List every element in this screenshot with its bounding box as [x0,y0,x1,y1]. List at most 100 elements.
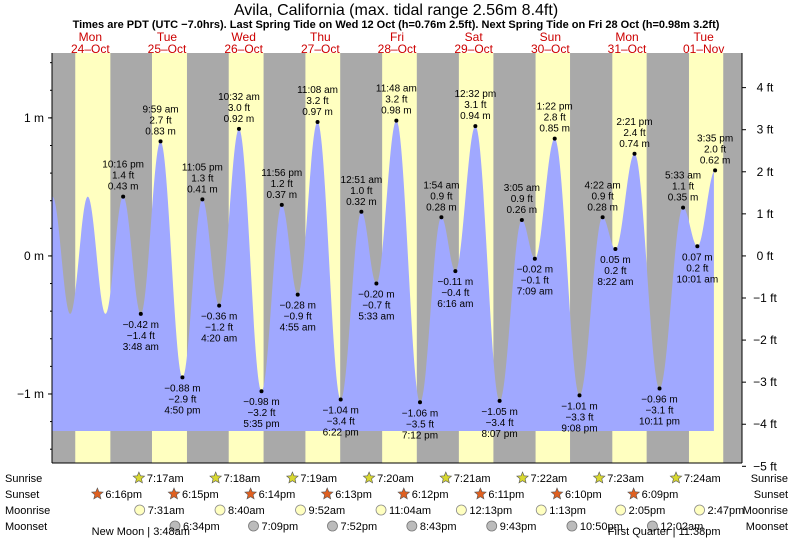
tide-time-label: 11:08 am [297,85,338,96]
sunset-time: 6:15pm [182,489,219,501]
moonset-icon [486,520,498,532]
moonset-icon [169,520,181,532]
tide-point [121,194,126,199]
tide-point [681,205,686,210]
tide-time-label: 6:16 am [437,299,473,310]
tide-meter-label: −0.98 m [243,397,279,408]
tide-feet-label: −0.1 ft [521,276,549,287]
tide-time-label: 12:51 am [341,175,383,186]
tide-meter-label: 0.97 m [302,107,333,118]
tide-meter-label: −0.02 m [517,265,553,276]
sunrise-icon [209,471,223,484]
tide-point [439,215,444,220]
sunrise-time: 7:22am [531,473,568,485]
moonrise-icon [535,504,547,516]
tide-feet-label: −3.1 ft [645,405,673,416]
tide-feet-label: 0.9 ft [511,194,533,205]
tide-point [577,393,582,398]
tide-point [315,120,320,125]
sunset-time: 6:09pm [642,489,679,501]
tide-meter-label: 0.37 m [266,190,297,201]
right-tick-label: 3 ft [757,123,774,137]
moonrise-icon [214,504,226,516]
row-label-left: Moonrise [5,505,50,517]
tide-meter-label: −0.28 m [280,301,316,312]
tide-point [259,389,264,394]
tide-time-label: 11:56 pm [261,168,302,179]
tide-point [552,136,557,141]
row-label-right: Sunrise [751,473,788,485]
sunset-icon [244,487,258,500]
tide-time-label: 7:09 am [517,287,553,298]
chart-title: Avila, California (max. tidal range 2.56… [234,2,558,19]
tide-time-label: 8:22 am [597,277,633,288]
row-label-right: Moonset [746,521,788,533]
tide-point [359,209,364,214]
moonrise-icon [375,504,387,516]
tide-time-label: 10:32 am [218,92,260,103]
sunset-icon [167,487,181,500]
date-label: 24–Oct [71,42,110,56]
tide-time-label: 1:22 pm [537,102,573,113]
date-label: 01–Nov [683,42,724,56]
left-tick-label: 1 m [24,111,44,125]
tide-meter-label: −0.36 m [201,312,237,323]
tide-time-label: 6:22 pm [323,427,359,438]
tide-time-label: 3:35 pm [697,133,733,144]
sunrise-time: 7:23am [607,473,644,485]
tide-feet-label: 2.7 ft [149,115,171,126]
tide-feet-label: −3.5 ft [406,419,434,430]
sunrise-time: 7:17am [147,473,184,485]
astro-rows: Sunrise Sunrise Sunset Sunset Moonrise Moonri… [5,471,788,538]
tide-point [453,269,458,274]
tide-feet-label: 1.0 ft [350,186,372,197]
tide-time-label: 4:50 pm [164,405,200,416]
tide-meter-label: −1.04 m [322,405,358,416]
tide-meter-label: −0.88 m [164,383,200,394]
date-label: 28–Oct [378,42,417,56]
moonset-icon [647,520,658,532]
sunset-icon [397,487,411,500]
tide-meter-label: 0.28 m [587,202,618,213]
moonrise-time: 7:31am [148,505,185,517]
tide-time-label: 4:20 am [201,334,237,345]
moonset-time: 6:34pm [183,521,220,533]
tide-point [519,218,524,223]
tide-point [279,202,284,207]
moonset-time: 7:52pm [340,521,377,533]
day-of-week-label: Mon [615,30,638,44]
moonrise-icon [134,504,146,516]
sunset-time: 6:10pm [565,489,602,501]
sunset-time: 6:12pm [412,489,449,501]
sunset-icon [550,487,564,500]
tide-feet-label: −3.2 ft [247,408,275,419]
moonset-time: 7:09pm [262,521,299,533]
tide-point [374,281,379,286]
tide-feet-label: −3.3 ft [565,412,593,423]
sunrise-time: 7:24am [684,473,721,485]
tide-feet-label: −1.4 ft [127,331,155,342]
sunrise-icon [285,471,299,484]
sunrise-icon [132,471,146,484]
tide-time-label: 9:08 pm [561,423,597,434]
right-tick-label: −2 ft [753,333,777,347]
right-tick-label: −4 ft [753,417,777,431]
tide-point [497,398,502,403]
row-label-left: Moonset [5,521,47,533]
row-label-left: Sunset [5,489,39,501]
tide-time-label: 1:54 am [423,180,459,191]
tide-time-label: 5:33 am [665,171,701,182]
sunrise-icon [516,471,529,484]
date-label: 26–Oct [224,42,263,56]
tide-feet-label: 0.2 ft [604,266,626,277]
right-tick-label: −1 ft [753,291,777,305]
tide-feet-label: −0.7 ft [362,301,390,312]
sunrise-time: 7:19am [300,473,337,485]
moonrise-icon [455,504,467,516]
day-labels: Mon24–OctTue25–OctWed26–OctThu27–OctFri2… [71,30,724,56]
tide-point [695,244,700,249]
tide-point [236,126,241,131]
tide-time-label: 3:05 am [504,183,540,194]
sunset-icon [627,487,641,500]
right-tick-label: −3 ft [753,375,777,389]
